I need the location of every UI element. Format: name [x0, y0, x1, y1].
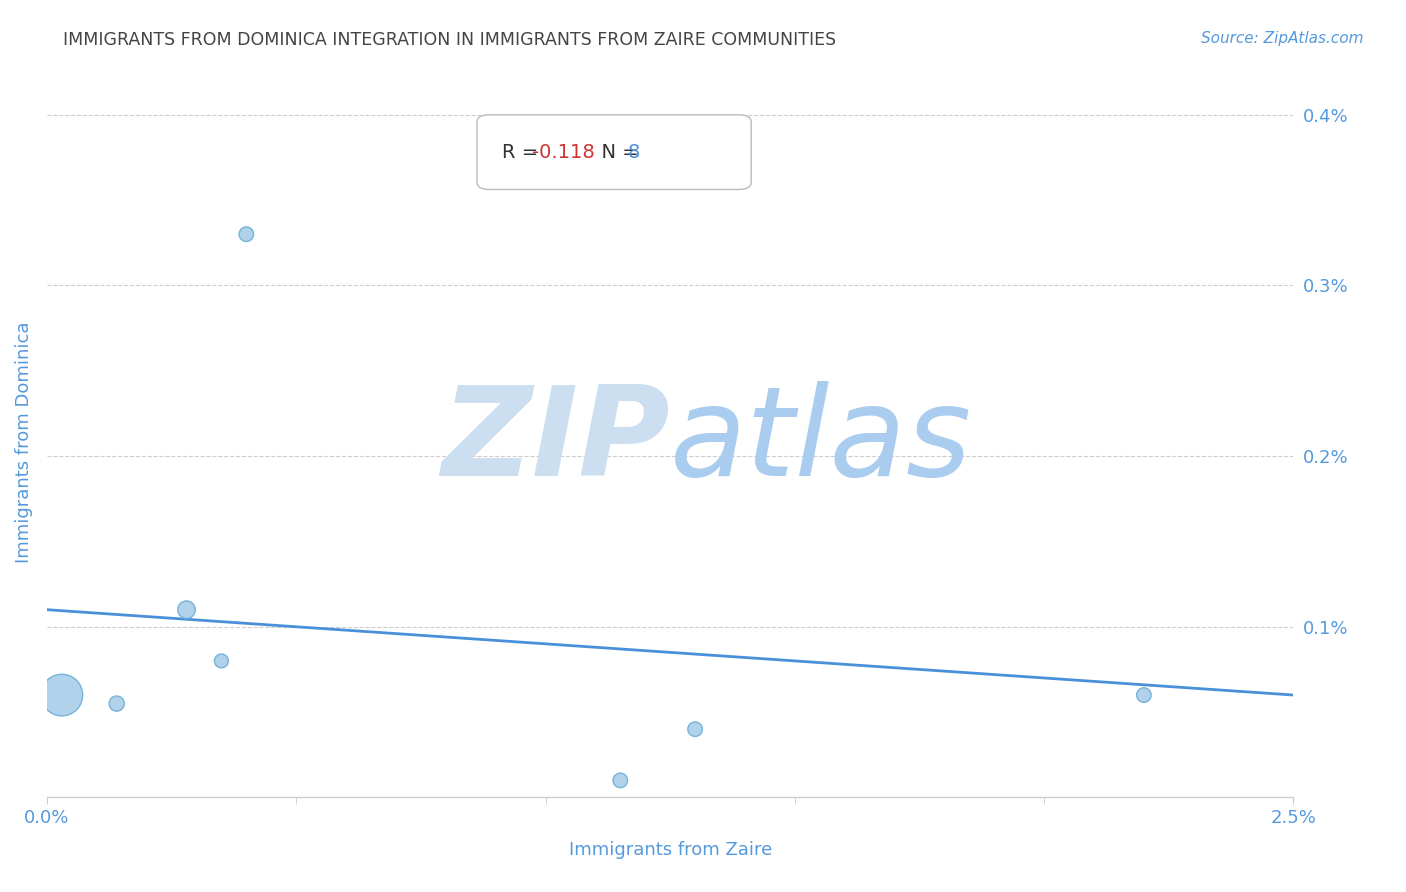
- Y-axis label: Immigrants from Dominica: Immigrants from Dominica: [15, 321, 32, 563]
- Point: [1133, 688, 1156, 702]
- Text: R =: R =: [502, 143, 544, 162]
- FancyBboxPatch shape: [477, 115, 751, 189]
- Text: atlas: atlas: [671, 382, 973, 502]
- Point: [209, 654, 232, 668]
- Text: Source: ZipAtlas.com: Source: ZipAtlas.com: [1201, 31, 1364, 46]
- Point: [51, 688, 73, 702]
- Text: 8: 8: [628, 143, 640, 162]
- Point: [176, 603, 198, 617]
- Text: -0.118: -0.118: [531, 143, 595, 162]
- Point: [105, 697, 128, 711]
- Point: [235, 227, 257, 242]
- Text: N =: N =: [589, 143, 645, 162]
- Text: ZIP: ZIP: [441, 382, 671, 502]
- Point: [683, 722, 706, 736]
- Point: [609, 773, 631, 788]
- Text: IMMIGRANTS FROM DOMINICA INTEGRATION IN IMMIGRANTS FROM ZAIRE COMMUNITIES: IMMIGRANTS FROM DOMINICA INTEGRATION IN …: [63, 31, 837, 49]
- X-axis label: Immigrants from Zaire: Immigrants from Zaire: [568, 841, 772, 859]
